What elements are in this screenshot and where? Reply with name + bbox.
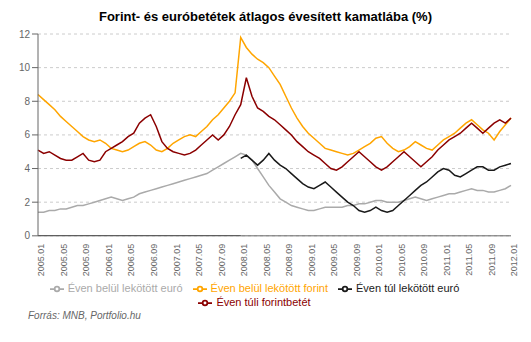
html-text:Forint- és euróbetétek átlagos: Forint- és euróbetétek átlagos évesített… <box>99 9 432 24</box>
html-text:Éven belül lekötött forint: Éven belül lekötött forint <box>210 281 328 294</box>
svg-text:2006.05: 2006.05 <box>126 244 136 277</box>
html-text:Éven túli forintbetét: Éven túli forintbetét <box>216 295 311 308</box>
svg-text:2007.01: 2007.01 <box>172 244 182 277</box>
svg-text:2009.09: 2009.09 <box>352 244 362 277</box>
svg-text:6: 6 <box>24 129 30 140</box>
svg-text:2005.09: 2005.09 <box>81 244 91 277</box>
svg-text:2005.05: 2005.05 <box>59 244 69 277</box>
svg-text:2007.09: 2007.09 <box>217 244 227 277</box>
svg-text:8: 8 <box>24 96 30 107</box>
svg-text:2011.01: 2011.01 <box>442 244 452 276</box>
svg-text:2009.01: 2009.01 <box>307 244 317 277</box>
html-text:Éven belül lekötött euró: Éven belül lekötött euró <box>67 281 183 294</box>
svg-text:2007.05: 2007.05 <box>194 244 204 277</box>
svg-text:2: 2 <box>24 197 30 208</box>
svg-text:2005.01: 2005.01 <box>36 244 46 277</box>
svg-text:2010.01: 2010.01 <box>374 244 384 277</box>
svg-text:2008.09: 2008.09 <box>284 244 294 277</box>
svg-text:12: 12 <box>19 29 31 40</box>
html-text:Forrás: MNB, Portfolio.hu: Forrás: MNB, Portfolio.hu <box>28 310 141 321</box>
svg-text:2010.05: 2010.05 <box>397 244 407 277</box>
svg-text:0: 0 <box>24 230 30 241</box>
svg-text:2006.01: 2006.01 <box>104 244 114 277</box>
svg-text:2011.09: 2011.09 <box>487 244 497 276</box>
svg-text:2009.05: 2009.05 <box>329 244 339 277</box>
svg-text:10: 10 <box>19 62 31 73</box>
html-text:Éven túl lekötött euró: Éven túl lekötött euró <box>356 281 460 294</box>
svg-text:2008.01: 2008.01 <box>239 244 249 277</box>
svg-text:2011.05: 2011.05 <box>464 244 474 276</box>
svg-text:4: 4 <box>24 163 30 174</box>
svg-text:2006.09: 2006.09 <box>149 244 159 277</box>
svg-text:2012.01: 2012.01 <box>509 244 519 277</box>
svg-text:2010.09: 2010.09 <box>419 244 429 277</box>
svg-text:2008.05: 2008.05 <box>262 244 272 277</box>
